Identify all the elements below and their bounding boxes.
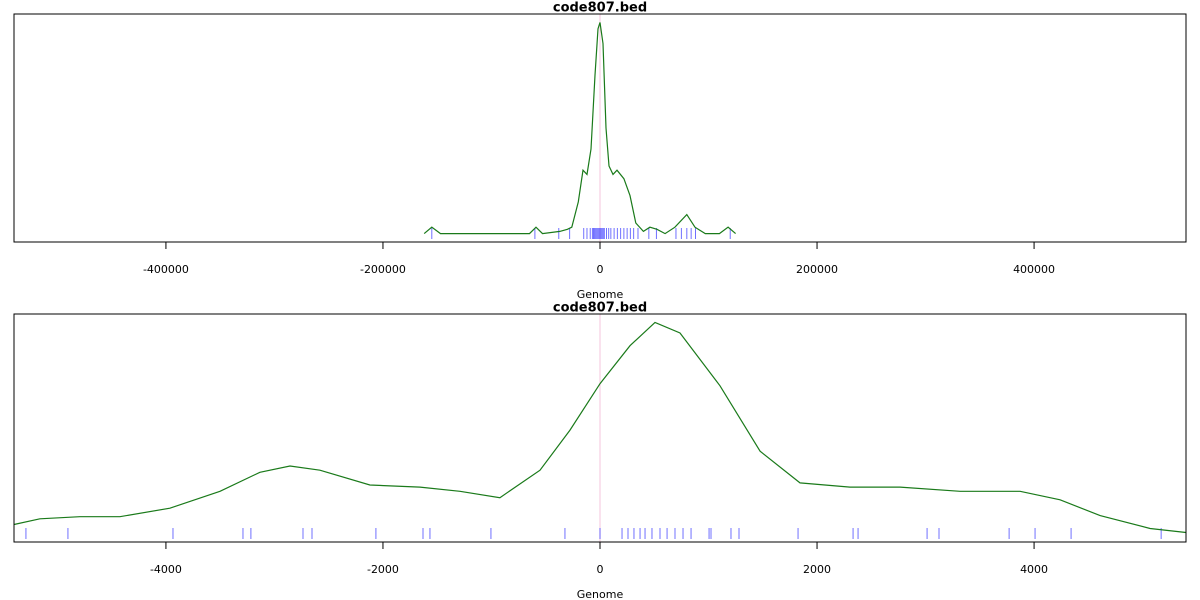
plot-frame (13, 313, 1187, 543)
x-tick-label: -2000 (367, 563, 399, 576)
plot-frame (13, 13, 1187, 243)
density-line (13, 321, 1187, 534)
density-line (423, 22, 736, 235)
x-axis-label: Genome (577, 588, 624, 600)
x-tick-label: -4000 (150, 563, 182, 576)
x-tick-label: -400000 (143, 263, 189, 276)
x-tick-label: 0 (597, 263, 604, 276)
x-tick-label: 0 (597, 563, 604, 576)
x-axis-label: Genome (577, 288, 624, 301)
chart-title: code807.bed (553, 301, 647, 316)
chart-title: code807.bed (553, 1, 647, 16)
x-tick-label: -200000 (360, 263, 406, 276)
x-tick-label: 200000 (796, 263, 838, 276)
x-tick-label: 2000 (803, 563, 831, 576)
x-tick-label: 4000 (1020, 563, 1048, 576)
x-tick-label: 400000 (1013, 263, 1055, 276)
